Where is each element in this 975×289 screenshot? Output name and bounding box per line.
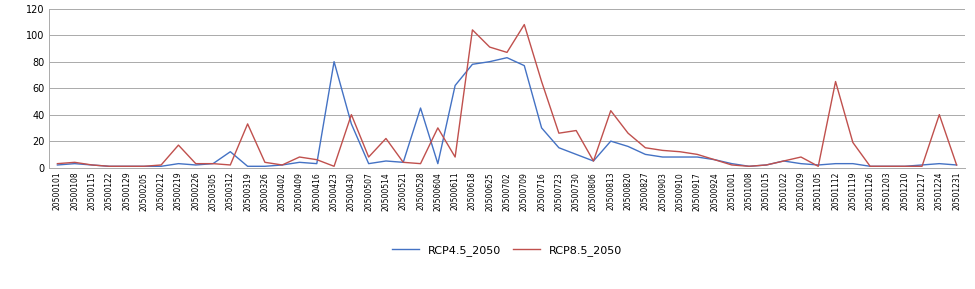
Legend: RCP4.5_2050, RCP8.5_2050: RCP4.5_2050, RCP8.5_2050 — [387, 241, 627, 261]
RCP8.5_2050 — [778, 159, 790, 163]
Line: RCP8.5_2050: RCP8.5_2050 — [58, 25, 956, 166]
Line: RCP4.5_2050: RCP4.5_2050 — [58, 58, 956, 166]
RCP8.5_2050 — [657, 149, 669, 152]
RCP8.5_2050 — [951, 163, 962, 167]
RCP4.5_2050 — [674, 155, 685, 159]
RCP8.5_2050 — [103, 164, 115, 168]
RCP8.5_2050 — [519, 23, 530, 26]
RCP8.5_2050 — [311, 158, 323, 161]
RCP8.5_2050 — [674, 150, 685, 153]
RCP4.5_2050 — [52, 163, 63, 167]
RCP4.5_2050 — [311, 162, 323, 165]
RCP8.5_2050 — [604, 109, 616, 112]
RCP4.5_2050 — [657, 155, 669, 159]
RCP8.5_2050 — [52, 162, 63, 165]
RCP8.5_2050 — [622, 131, 634, 135]
RCP4.5_2050 — [604, 139, 616, 143]
RCP4.5_2050 — [778, 159, 790, 163]
RCP4.5_2050 — [103, 164, 115, 168]
RCP4.5_2050 — [501, 56, 513, 60]
RCP4.5_2050 — [951, 163, 962, 167]
RCP4.5_2050 — [622, 145, 634, 148]
